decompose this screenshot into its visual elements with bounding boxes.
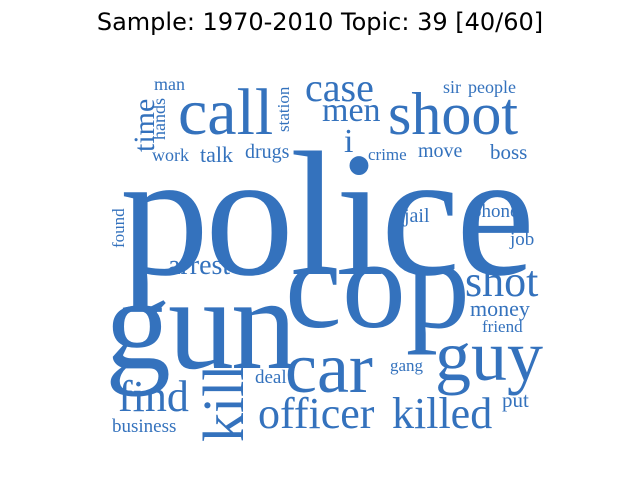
- word-case: case: [305, 65, 374, 110]
- word-boss: boss: [490, 140, 528, 164]
- word-arrest: arrest: [168, 250, 231, 281]
- word-i: i: [344, 123, 354, 160]
- word-money: money: [470, 296, 530, 321]
- word-people: people: [468, 77, 516, 97]
- figure-title: Sample: 1970-2010 Topic: 39 [40/60]: [96, 8, 544, 36]
- word-talk: talk: [200, 142, 233, 167]
- word-cloud: man time hands call station case men sho…: [100, 65, 550, 450]
- word-officer: officer: [258, 389, 375, 438]
- word-find: find: [118, 372, 189, 421]
- word-phone: phone: [472, 201, 519, 222]
- word-call: call: [178, 76, 274, 149]
- word-shot: shot: [465, 257, 539, 306]
- word-police: police: [120, 115, 535, 313]
- word-guy: guy: [435, 316, 543, 396]
- word-killed: killed: [392, 389, 493, 438]
- word-men: men: [322, 92, 381, 129]
- word-job: job: [510, 229, 535, 250]
- word-work: work: [152, 145, 189, 165]
- word-man: man: [154, 74, 185, 94]
- word-put: put: [502, 388, 529, 412]
- word-friend: friend: [482, 317, 523, 336]
- word-shoot: shoot: [388, 81, 519, 147]
- word-deal: deal: [255, 367, 287, 388]
- word-drugs: drugs: [245, 141, 290, 163]
- word-crime: crime: [368, 145, 407, 164]
- word-jail: jail: [404, 205, 430, 227]
- word-move: move: [418, 140, 463, 162]
- word-business: business: [112, 416, 177, 437]
- word-car: car: [285, 328, 373, 408]
- word-found: found: [109, 208, 128, 248]
- word-gang: gang: [390, 356, 424, 375]
- word-kill: kill: [191, 364, 256, 442]
- word-sir: sir: [443, 77, 461, 97]
- word-cop: cop: [285, 213, 470, 355]
- word-gun: gun: [105, 250, 297, 397]
